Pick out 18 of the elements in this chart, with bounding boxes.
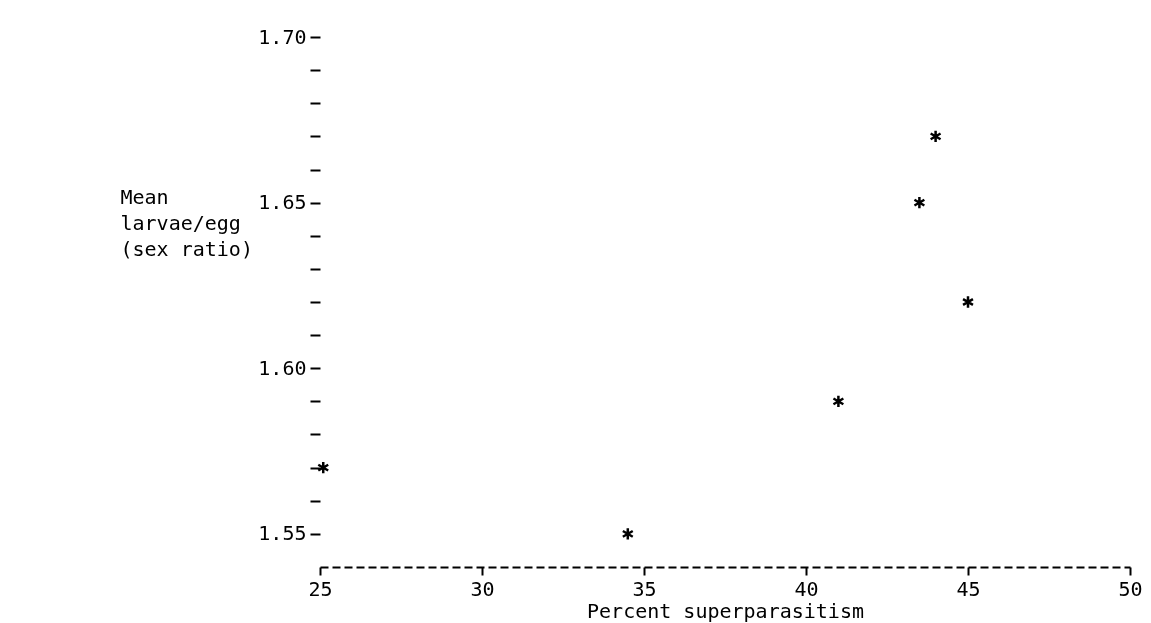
x-tick-label: 25	[308, 576, 333, 601]
x-tick-label: 30	[470, 576, 495, 601]
y-tick-label: 1.55	[258, 521, 307, 546]
x-tick-label: 45	[956, 576, 981, 601]
point	[913, 195, 926, 210]
y-tick-label: 1.65	[258, 190, 307, 215]
y-tick-label: 1.60	[258, 355, 307, 380]
y-tick-label: 1.70	[258, 24, 307, 49]
y-axis-title: Mean larvae/egg (sex ratio)	[120, 184, 253, 261]
point	[832, 394, 845, 409]
point	[961, 295, 975, 309]
point	[929, 129, 942, 144]
x-tick-label: 35	[632, 576, 657, 601]
point	[621, 526, 635, 541]
x-tick-label: 40	[794, 576, 819, 601]
x-axis-title: Percent superparasitism	[587, 598, 864, 623]
x-tick-label: 50	[1118, 576, 1143, 601]
point	[317, 460, 330, 475]
